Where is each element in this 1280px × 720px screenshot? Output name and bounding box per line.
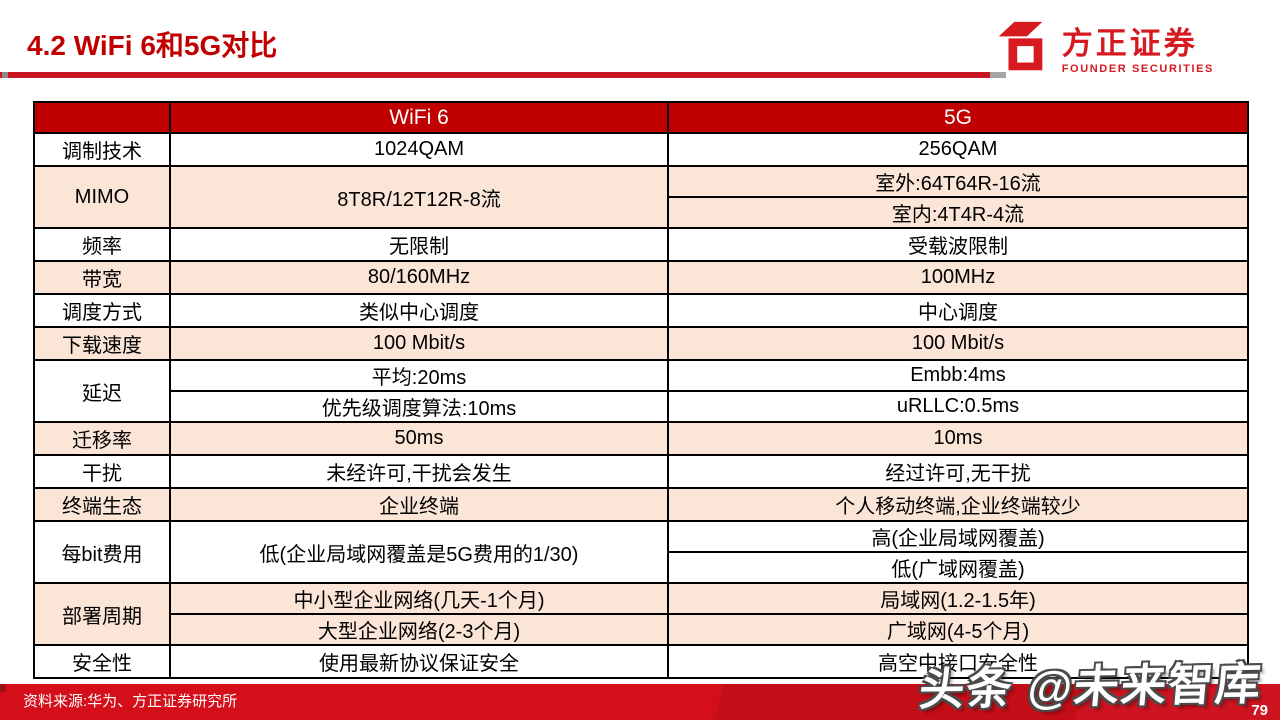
table-header-row: WiFi 6 5G — [33, 101, 1249, 134]
logo-name-cn: 方正证券 — [1061, 26, 1198, 62]
table-header-5g: 5G — [667, 101, 1249, 134]
wifi6-cell: 未经许可,干扰会发生 — [169, 454, 669, 489]
underline-right-cap — [990, 72, 1006, 78]
5g-cell: 经过许可,无干扰 — [667, 454, 1249, 489]
table-row: 下载速度 100 Mbit/s 100 Mbit/s — [33, 326, 1249, 361]
5g-cell: 10ms — [667, 421, 1249, 456]
5g-cell: Embb:4ms — [667, 359, 1249, 392]
row-label: 下载速度 — [33, 326, 171, 361]
source-note: 资料来源:华为、方正证券研究所 — [23, 693, 238, 710]
watermark: 头条 @未来智库 — [916, 658, 1265, 715]
logo-text: 方正证券 FOUNDER SECURITIES — [1062, 28, 1214, 75]
5g-cell: 室外:64T64R-16流 — [667, 165, 1249, 198]
table-row: 调制技术 1024QAM 256QAM — [33, 132, 1249, 167]
wifi6-cell: 100 Mbit/s — [169, 326, 669, 361]
table-row: 安全性 使用最新协议保证安全 高空中接口安全性 — [33, 644, 1249, 679]
table-row: 室内:4T4R-4流 — [34, 196, 1249, 229]
row-label: 调制技术 — [33, 132, 171, 167]
wifi6-cell: 平均:20ms — [169, 359, 669, 392]
row-label: 干扰 — [33, 454, 171, 489]
wifi6-cell: 1024QAM — [169, 132, 669, 167]
footer-bar: 资料来源:华为、方正证券研究所 — [0, 684, 1280, 720]
wifi6-cell: 优先级调度算法:10ms — [169, 390, 669, 423]
5g-cell: 100 Mbit/s — [667, 326, 1249, 361]
page-title: 4.2 WiFi 6和5G对比 — [27, 30, 278, 61]
logo-name-en: FOUNDER SECURITIES — [1061, 62, 1214, 75]
table-row: 部署周期 中小型企业网络(几天-1个月) 局域网(1.2-1.5年) — [33, 582, 1249, 646]
table-row: 延迟 平均:20ms Embb:4ms — [33, 359, 1249, 423]
table-row: MIMO 8T8R/12T12R-8流 室外:64T64R-16流 — [33, 165, 1249, 229]
row-label: 安全性 — [33, 644, 171, 679]
title-underline — [0, 72, 1006, 78]
table-row: 优先级调度算法:10ms uRLLC:0.5ms — [34, 390, 1249, 423]
5g-cell: 低(广域网覆盖) — [667, 551, 1249, 584]
wifi6-cell: 大型企业网络(2-3个月) — [169, 613, 669, 646]
founder-cube-icon — [994, 20, 1052, 83]
wifi6-cell: 类似中心调度 — [169, 293, 669, 328]
table-row: 迁移率 50ms 10ms — [33, 421, 1249, 456]
5g-cell: 个人移动终端,企业终端较少 — [667, 487, 1249, 522]
5g-cell: 高(企业局域网覆盖) — [667, 520, 1249, 553]
5g-cell: 广域网(4-5个月) — [667, 613, 1249, 646]
row-label: 终端生态 — [33, 487, 171, 522]
underline-left-cap — [2, 72, 8, 78]
table-row: 终端生态 企业终端 个人移动终端,企业终端较少 — [33, 487, 1249, 522]
wifi6-cell: 企业终端 — [169, 487, 669, 522]
wifi6-cell: 低(企业局域网覆盖是5G费用的1/30) — [169, 520, 669, 584]
table-row: 每bit费用 低(企业局域网覆盖是5G费用的1/30) 高(企业局域网覆盖) — [33, 520, 1249, 584]
table-row: 干扰 未经许可,干扰会发生 经过许可,无干扰 — [33, 454, 1249, 489]
5g-cell: 受载波限制 — [667, 227, 1249, 262]
table-corner-cell — [33, 101, 171, 134]
footer-notch — [0, 684, 6, 692]
row-label: MIMO — [33, 165, 171, 229]
table-row: 低(广域网覆盖) — [34, 551, 1249, 584]
wifi6-cell: 50ms — [169, 421, 669, 456]
5g-cell: 100MHz — [667, 260, 1249, 295]
row-label: 部署周期 — [33, 582, 171, 646]
5g-cell: 256QAM — [667, 132, 1249, 167]
table-row: 频率 无限制 受载波限制 — [33, 227, 1249, 262]
5g-cell: uRLLC:0.5ms — [667, 390, 1249, 423]
wifi6-cell: 无限制 — [169, 227, 669, 262]
5g-cell: 高空中接口安全性 — [667, 644, 1249, 679]
table-row: 大型企业网络(2-3个月) 广域网(4-5个月) — [34, 613, 1249, 646]
row-label: 每bit费用 — [33, 520, 171, 584]
table-header-wifi6: WiFi 6 — [169, 101, 669, 134]
wifi6-cell: 8T8R/12T12R-8流 — [169, 165, 669, 229]
5g-cell: 中心调度 — [667, 293, 1249, 328]
wifi6-cell: 80/160MHz — [169, 260, 669, 295]
row-label: 带宽 — [33, 260, 171, 295]
table-row: 带宽 80/160MHz 100MHz — [33, 260, 1249, 295]
row-label: 迁移率 — [33, 421, 171, 456]
5g-cell: 室内:4T4R-4流 — [667, 196, 1249, 229]
row-label: 频率 — [33, 227, 171, 262]
wifi6-cell: 使用最新协议保证安全 — [169, 644, 669, 679]
table-row: 调度方式 类似中心调度 中心调度 — [33, 293, 1249, 328]
row-label: 调度方式 — [33, 293, 171, 328]
page-number: 79 — [1251, 702, 1268, 719]
wifi6-cell: 中小型企业网络(几天-1个月) — [169, 582, 669, 615]
comparison-table: WiFi 6 5G 调制技术 1024QAM 256QAM MIMO 8T8R/12T12R… — [33, 101, 1249, 679]
founder-logo: 方正证券 FOUNDER SECURITIES — [994, 20, 1214, 83]
row-label: 延迟 — [33, 359, 171, 423]
5g-cell: 局域网(1.2-1.5年) — [667, 582, 1249, 615]
